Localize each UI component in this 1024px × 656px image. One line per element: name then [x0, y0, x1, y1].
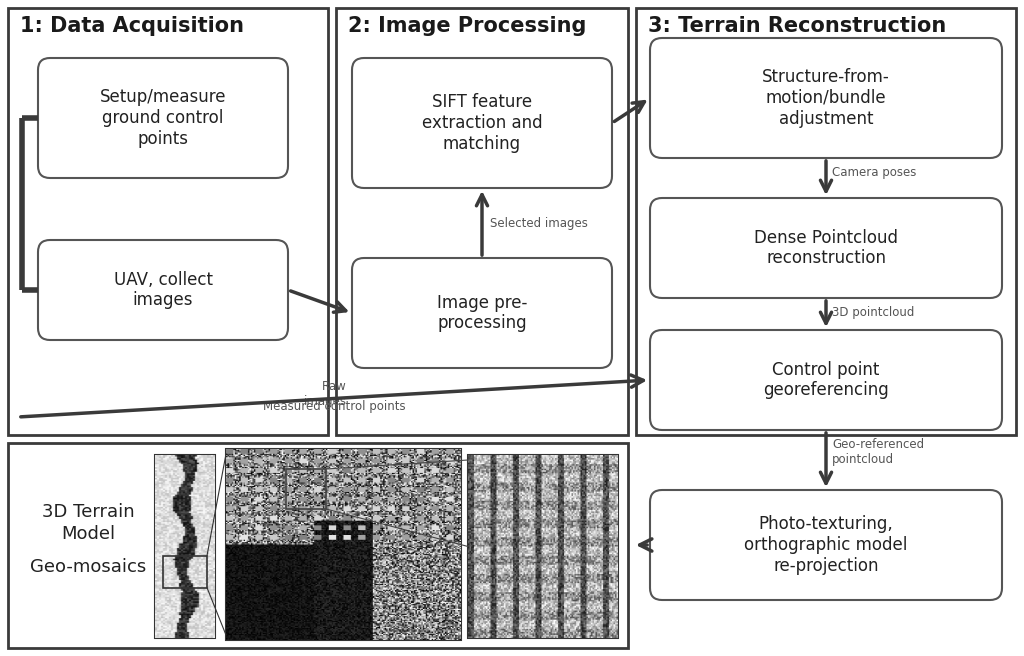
Bar — [8, 8, 328, 435]
Bar — [468, 455, 618, 638]
Text: Control point
georeferencing: Control point georeferencing — [763, 361, 889, 400]
FancyBboxPatch shape — [38, 58, 288, 178]
Text: 3: Terrain Reconstruction: 3: Terrain Reconstruction — [648, 16, 946, 36]
Bar — [336, 8, 628, 435]
FancyBboxPatch shape — [650, 490, 1002, 600]
Bar — [155, 455, 215, 638]
Text: UAV, collect
images: UAV, collect images — [114, 270, 213, 310]
Text: Setup/measure
ground control
points: Setup/measure ground control points — [99, 88, 226, 148]
Text: SIFT feature
extraction and
matching: SIFT feature extraction and matching — [422, 93, 543, 153]
Text: Model: Model — [61, 525, 115, 543]
Text: Image pre-
processing: Image pre- processing — [437, 294, 527, 333]
Text: Geo-referenced
pointcloud: Geo-referenced pointcloud — [831, 438, 924, 466]
Text: Selected images: Selected images — [490, 216, 588, 230]
Text: Measured control points: Measured control points — [263, 400, 406, 413]
FancyBboxPatch shape — [38, 240, 288, 340]
Text: 3D pointcloud: 3D pointcloud — [831, 306, 914, 319]
Bar — [8, 443, 628, 648]
Bar — [226, 449, 461, 640]
Bar — [163, 556, 207, 588]
FancyBboxPatch shape — [352, 58, 612, 188]
Bar — [286, 469, 326, 509]
Text: Dense Pointcloud
reconstruction: Dense Pointcloud reconstruction — [754, 228, 898, 268]
Text: 2: Image Processing: 2: Image Processing — [348, 16, 587, 36]
Text: Geo-mosaics: Geo-mosaics — [30, 558, 146, 576]
Text: Photo-texturing,
orthographic model
re-projection: Photo-texturing, orthographic model re-p… — [744, 515, 907, 575]
Text: Raw
images: Raw images — [304, 380, 347, 408]
FancyBboxPatch shape — [650, 198, 1002, 298]
FancyBboxPatch shape — [650, 330, 1002, 430]
Text: Camera poses: Camera poses — [831, 166, 916, 179]
FancyBboxPatch shape — [352, 258, 612, 368]
Text: Structure-from-
motion/bundle
adjustment: Structure-from- motion/bundle adjustment — [762, 68, 890, 128]
Bar — [636, 8, 1016, 435]
Text: 1: Data Acquisition: 1: Data Acquisition — [20, 16, 244, 36]
Text: 3D Terrain: 3D Terrain — [42, 503, 134, 521]
FancyBboxPatch shape — [650, 38, 1002, 158]
